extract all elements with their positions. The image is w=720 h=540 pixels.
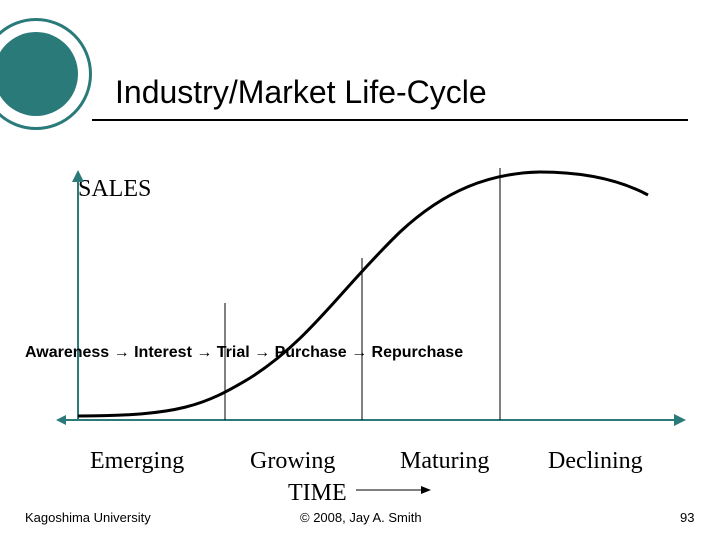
slide: { "title": { "text": "Industry/Market Li… xyxy=(0,0,720,540)
phase-declining: Declining xyxy=(548,448,643,475)
phase-growing: Growing xyxy=(250,448,335,475)
phase-emerging: Emerging xyxy=(90,448,184,475)
footer-affiliation: Kagoshima University xyxy=(25,510,151,525)
process-sequence: Awareness → Interest → Trial → Purchase … xyxy=(25,344,463,362)
footer-page-number: 93 xyxy=(680,510,694,525)
x-axis-label: TIME xyxy=(288,480,347,507)
footer-copyright: © 2008, Jay A. Smith xyxy=(300,510,422,525)
phase-maturing: Maturing xyxy=(400,448,489,475)
